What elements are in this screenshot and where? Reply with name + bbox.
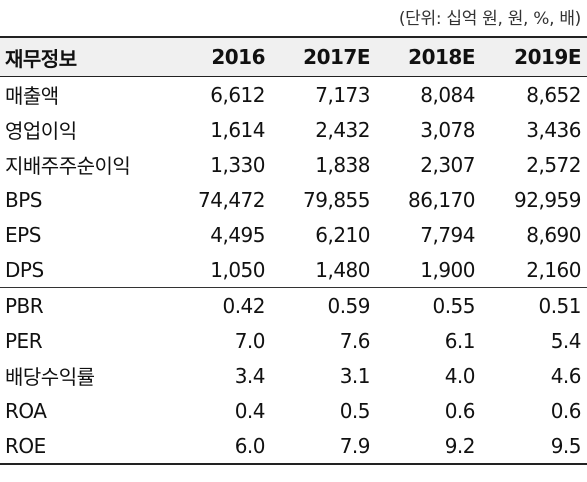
table-row-revenue: 매출액 6,612 7,173 8,084 8,652 — [0, 77, 587, 113]
cell-value: 0.55 — [376, 287, 481, 323]
table-row-pbr: PBR 0.42 0.59 0.55 0.51 — [0, 287, 587, 323]
cell-value: 2,572 — [526, 152, 581, 177]
cell-value: 1,330 — [210, 152, 265, 177]
cell-value: 9.5 — [481, 428, 587, 465]
table-row-per: PER 7.0 7.6 6.1 5.4 — [0, 323, 587, 358]
cell-value: 86,170 — [408, 187, 475, 212]
cell-value: 3,436 — [526, 117, 581, 142]
row-label: PBR — [0, 287, 165, 323]
table-row-roa: ROA 0.4 0.5 0.6 0.6 — [0, 393, 587, 428]
cell-value: 7.6 — [339, 328, 371, 353]
table-row-roe: ROE 6.0 7.9 9.2 9.5 — [0, 428, 587, 465]
cell-value: 0.4 — [234, 398, 266, 423]
row-label: BPS — [5, 187, 42, 212]
table-row-operating-profit: 영업이익 1,614 2,432 3,078 3,436 — [0, 112, 587, 147]
header-year-2019e: 2019E — [481, 36, 587, 77]
cell-value: 0.59 — [271, 287, 376, 323]
cell-value: 1,900 — [420, 257, 475, 282]
cell-value: 79,855 — [303, 187, 370, 212]
cell-value: 7,173 — [315, 82, 370, 107]
row-label: PER — [5, 328, 43, 353]
cell-value: 6,612 — [210, 82, 265, 107]
row-label: 지배주주순이익 — [5, 154, 131, 178]
table-row-bps: BPS 74,472 79,855 86,170 92,959 — [0, 182, 587, 217]
row-label: DPS — [5, 257, 44, 282]
cell-value: 0.6 — [550, 398, 582, 423]
cell-value: 4.0 — [444, 363, 476, 388]
financial-table: 재무정보 2016 2017E 2018E 2019E 매출액 6,612 7,… — [0, 36, 587, 465]
table-header-row: 재무정보 2016 2017E 2018E 2019E — [0, 36, 587, 77]
header-year-2018e: 2018E — [376, 36, 481, 77]
cell-value: 1,480 — [315, 257, 370, 282]
cell-value: 5.4 — [550, 328, 582, 353]
cell-value: 7,794 — [420, 222, 475, 247]
row-label: 영업이익 — [5, 119, 77, 143]
row-label: ROE — [0, 428, 165, 465]
cell-value: 4,495 — [210, 222, 265, 247]
cell-value: 3.1 — [339, 363, 371, 388]
cell-value: 6,210 — [315, 222, 370, 247]
cell-value: 3,078 — [420, 117, 475, 142]
cell-value: 8,652 — [526, 82, 581, 107]
row-label: 매출액 — [5, 84, 59, 108]
cell-value: 0.6 — [444, 398, 476, 423]
cell-value: 4.6 — [550, 363, 582, 388]
cell-value: 1,050 — [210, 257, 265, 282]
cell-value: 7.9 — [271, 428, 376, 465]
cell-value: 2,307 — [420, 152, 475, 177]
cell-value: 0.51 — [481, 287, 587, 323]
cell-value: 6.1 — [444, 328, 476, 353]
row-label: 배당수익률 — [5, 365, 95, 389]
cell-value: 7.0 — [234, 328, 266, 353]
cell-value: 3.4 — [234, 363, 266, 388]
row-label: ROA — [5, 398, 47, 423]
cell-value: 1,838 — [315, 152, 370, 177]
cell-value: 1,614 — [210, 117, 265, 142]
header-year-2016: 2016 — [165, 36, 271, 77]
cell-value: 9.2 — [376, 428, 481, 465]
cell-value: 8,084 — [420, 82, 475, 107]
header-label: 재무정보 — [0, 36, 165, 77]
cell-value: 8,690 — [526, 222, 581, 247]
header-year-2017e: 2017E — [271, 36, 376, 77]
table-row-dividend-yield: 배당수익률 3.4 3.1 4.0 4.6 — [0, 358, 587, 393]
cell-value: 0.5 — [339, 398, 371, 423]
table-row-eps: EPS 4,495 6,210 7,794 8,690 — [0, 217, 587, 252]
unit-note: (단위: 십억 원, 원, %, 배) — [398, 9, 581, 29]
cell-value: 2,160 — [526, 257, 581, 282]
row-label: EPS — [5, 222, 41, 247]
cell-value: 2,432 — [315, 117, 370, 142]
table-row-dps: DPS 1,050 1,480 1,900 2,160 — [0, 252, 587, 288]
cell-value: 6.0 — [165, 428, 271, 465]
cell-value: 92,959 — [514, 187, 581, 212]
table-row-net-income: 지배주주순이익 1,330 1,838 2,307 2,572 — [0, 147, 587, 182]
cell-value: 74,472 — [198, 187, 265, 212]
cell-value: 0.42 — [165, 287, 271, 323]
